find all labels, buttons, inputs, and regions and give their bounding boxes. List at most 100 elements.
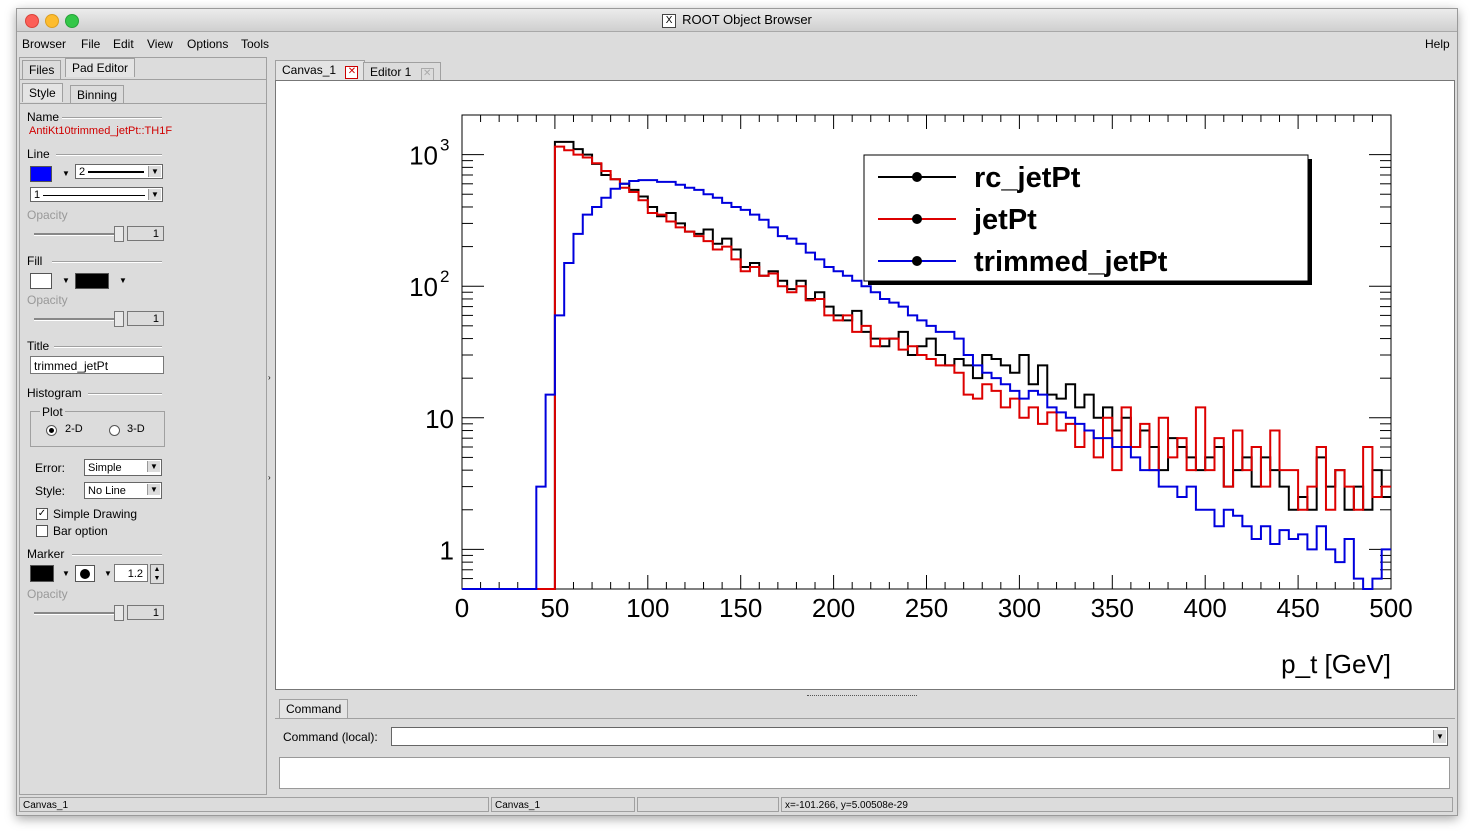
fill-color-dropdown-icon[interactable]: ▼ xyxy=(62,276,70,285)
bar-option-checkbox[interactable] xyxy=(36,525,48,537)
title-input[interactable]: trimmed_jetPt xyxy=(30,356,164,374)
chevron-down-icon: ▼ xyxy=(147,484,160,495)
menu-view[interactable]: View xyxy=(147,37,173,51)
tab-editor[interactable]: Editor 1 ✕ xyxy=(363,62,441,83)
draw-style-label: Style: xyxy=(35,484,66,498)
draw-style-select[interactable]: No Line ▼ xyxy=(84,482,162,499)
marker-color-swatch[interactable] xyxy=(30,565,54,582)
vertical-splitter[interactable]: › › xyxy=(267,57,275,793)
title-bar: X ROOT Object Browser xyxy=(17,9,1457,32)
minimize-window-button[interactable] xyxy=(45,14,59,28)
x-tick-label: 100 xyxy=(626,593,669,623)
line-color-swatch[interactable] xyxy=(30,166,52,182)
error-value: Simple xyxy=(88,462,122,474)
tab-editor-label: Editor 1 xyxy=(370,65,412,79)
fill-pattern-swatch[interactable] xyxy=(75,273,109,289)
line-opacity-label: Opacity xyxy=(27,208,68,222)
plot-group xyxy=(30,411,165,447)
plot-2d-label: 2-D xyxy=(65,423,83,435)
status-pane-3 xyxy=(637,797,779,812)
legend-marker xyxy=(912,256,922,266)
legend-label: trimmed_jetPt xyxy=(974,246,1168,278)
bar-option-label: Bar option xyxy=(53,524,108,538)
tab-style[interactable]: Style xyxy=(22,83,63,102)
plot-3d-label: 3-D xyxy=(127,423,145,435)
x-tick-label: 250 xyxy=(905,593,948,623)
x-axis-title: p_t [GeV] xyxy=(1281,649,1391,679)
legend-label: jetPt xyxy=(973,204,1037,236)
line-color-dropdown-icon[interactable]: ▼ xyxy=(62,169,70,178)
command-output xyxy=(279,757,1450,789)
tab-binning[interactable]: Binning xyxy=(70,85,125,104)
menu-help[interactable]: Help xyxy=(1425,37,1450,51)
marker-size-field[interactable]: 1.2 xyxy=(114,564,148,582)
tab-files[interactable]: Files xyxy=(22,60,62,79)
marker-opacity-slider[interactable] xyxy=(34,612,124,615)
chevron-down-icon: ▼ xyxy=(148,189,161,200)
marker-opacity-field[interactable]: 1 xyxy=(127,605,164,620)
x11-icon: X xyxy=(662,13,677,28)
chevron-down-icon: ▼ xyxy=(148,166,161,177)
y-tick-label: 10 xyxy=(409,272,438,302)
fill-section-label: Fill xyxy=(27,254,43,268)
menu-tools[interactable]: Tools xyxy=(241,37,270,51)
close-tab-icon[interactable]: ✕ xyxy=(345,66,359,79)
fill-opacity-slider[interactable] xyxy=(34,318,124,321)
legend-marker xyxy=(912,214,922,224)
marker-section-label: Marker xyxy=(27,547,65,561)
marker-size-stepper[interactable]: ▲ ▼ xyxy=(150,564,164,584)
marker-opacity-label: Opacity xyxy=(27,587,68,601)
y-tick-label: 10 xyxy=(425,404,454,434)
close-window-button[interactable] xyxy=(25,14,39,28)
line-opacity-slider[interactable] xyxy=(34,233,124,236)
status-pane-2: Canvas_1 xyxy=(491,797,635,812)
status-bar: Canvas_1 Canvas_1 x=-101.266, y=5.00508e… xyxy=(17,796,1457,814)
line-style-select[interactable]: 1 ▼ xyxy=(30,187,163,202)
error-select[interactable]: Simple ▼ xyxy=(84,459,162,476)
menubar: Browser File Edit View Options Tools Hel… xyxy=(17,32,1457,54)
line-section-label: Line xyxy=(27,147,50,161)
menu-edit[interactable]: Edit xyxy=(113,37,134,51)
chevron-down-icon: ▼ xyxy=(147,461,160,472)
marker-color-dropdown-icon[interactable]: ▼ xyxy=(62,569,70,578)
tab-canvas[interactable]: Canvas_1 ✕ xyxy=(275,60,366,81)
zoom-window-button[interactable] xyxy=(65,14,79,28)
y-tick-label: 1 xyxy=(440,535,454,565)
legend-label: rc_jetPt xyxy=(974,162,1081,194)
plot-3d-radio[interactable] xyxy=(109,425,120,436)
x-tick-label: 150 xyxy=(719,593,762,623)
fill-pattern-dropdown-icon[interactable]: ▼ xyxy=(119,276,127,285)
command-label: Command (local): xyxy=(283,730,378,744)
chevron-down-icon[interactable]: ▼ xyxy=(1433,730,1446,743)
menu-options[interactable]: Options xyxy=(187,37,229,51)
x-tick-label: 300 xyxy=(998,593,1041,623)
menu-browser[interactable]: Browser xyxy=(22,37,67,51)
menu-file[interactable]: File xyxy=(81,37,101,51)
slider-handle[interactable] xyxy=(114,605,124,621)
window-title-text: ROOT Object Browser xyxy=(682,12,812,27)
line-style-value: 1 xyxy=(34,189,41,201)
plot-group-label: Plot xyxy=(40,405,65,419)
line-opacity-field[interactable]: 1 xyxy=(127,226,164,241)
line-width-select[interactable]: 2 ▼ xyxy=(75,164,163,179)
y-tick-label: 10 xyxy=(409,141,438,171)
simple-drawing-label: Simple Drawing xyxy=(53,507,138,521)
marker-style-swatch[interactable] xyxy=(75,565,95,582)
tab-pad-editor[interactable]: Pad Editor xyxy=(65,58,136,77)
fill-opacity-label: Opacity xyxy=(27,293,68,307)
fill-color-swatch[interactable] xyxy=(30,273,52,289)
plot-2d-radio[interactable] xyxy=(46,425,57,436)
root-window: X ROOT Object Browser Browser File Edit V… xyxy=(16,8,1458,816)
slider-handle[interactable] xyxy=(114,226,124,242)
chevron-right-icon: › xyxy=(268,473,271,482)
tab-command[interactable]: Command xyxy=(279,699,349,718)
simple-drawing-checkbox[interactable]: ✓ xyxy=(36,508,48,520)
object-name: AntiKt10trimmed_jetPt::TH1F xyxy=(29,125,173,137)
marker-style-dropdown-icon[interactable]: ▼ xyxy=(104,569,112,578)
horizontal-splitter[interactable] xyxy=(807,689,917,696)
slider-handle[interactable] xyxy=(114,311,124,327)
fill-opacity-field[interactable]: 1 xyxy=(127,311,164,326)
canvas-pad[interactable]: 0 50 100 150 200 250 300 350 400 450 500 10 3 10 2 10 1 p… xyxy=(275,80,1455,690)
command-input[interactable] xyxy=(391,727,1448,746)
